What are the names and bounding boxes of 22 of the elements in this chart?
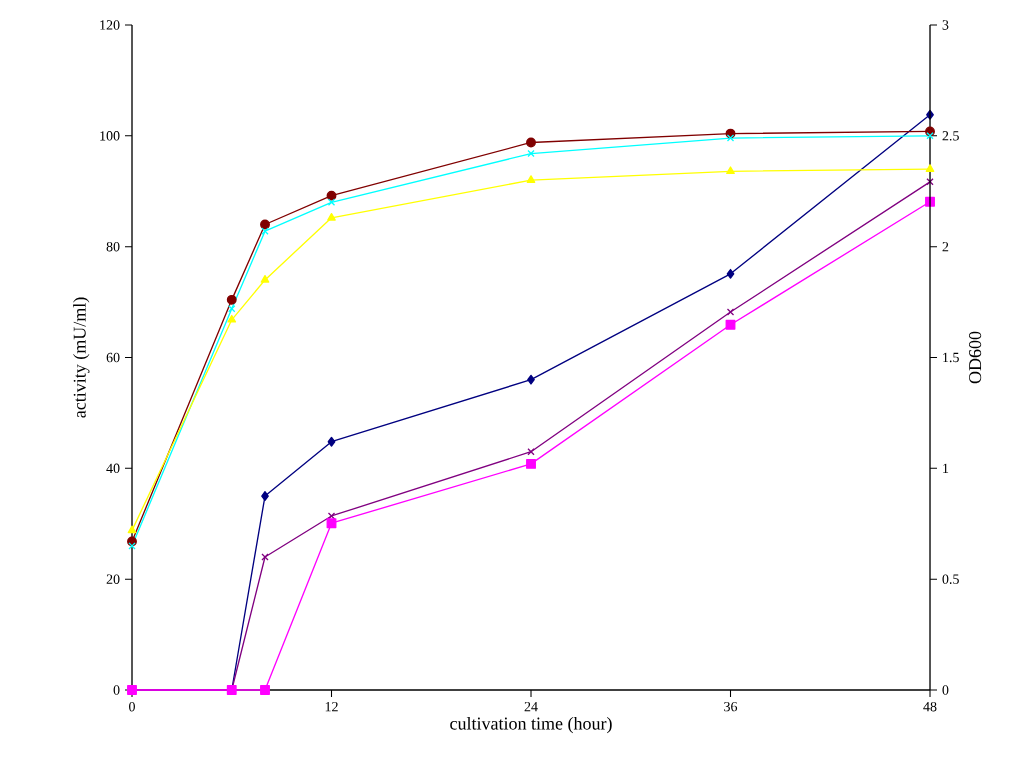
- x-axis-title: cultivation time (hour): [450, 716, 612, 734]
- y2-tick-label: 0.5: [942, 574, 959, 584]
- x-tick-label: 0: [129, 701, 135, 712]
- y-axis-title: activity (mU/ml): [73, 297, 90, 418]
- y2-tick-label: 3: [942, 20, 949, 30]
- y2-tick-label: 2: [942, 242, 949, 252]
- y2-tick-label: 1.5: [943, 352, 959, 363]
- x-tick-label: 36: [724, 701, 738, 712]
- y2-axis-title: OD600: [969, 331, 982, 384]
- y2-tick-label: 2.5: [942, 131, 959, 141]
- y2-tick-label: 0: [942, 685, 949, 695]
- x-tick-label: 48: [923, 701, 937, 712]
- x-tick-label: 12: [325, 701, 338, 712]
- y-tick-label: 0: [113, 685, 120, 695]
- x-tick-label: 24: [524, 701, 538, 712]
- y-tick-label: 120: [100, 20, 120, 30]
- y-tick-label: 100: [100, 131, 120, 141]
- y2-tick-label: 1: [943, 463, 949, 473]
- y-tick-label: 20: [106, 574, 120, 584]
- y-tick-label: 60: [106, 352, 120, 363]
- y-tick-label: 40: [106, 463, 120, 474]
- y-tick-label: 80: [106, 241, 120, 252]
